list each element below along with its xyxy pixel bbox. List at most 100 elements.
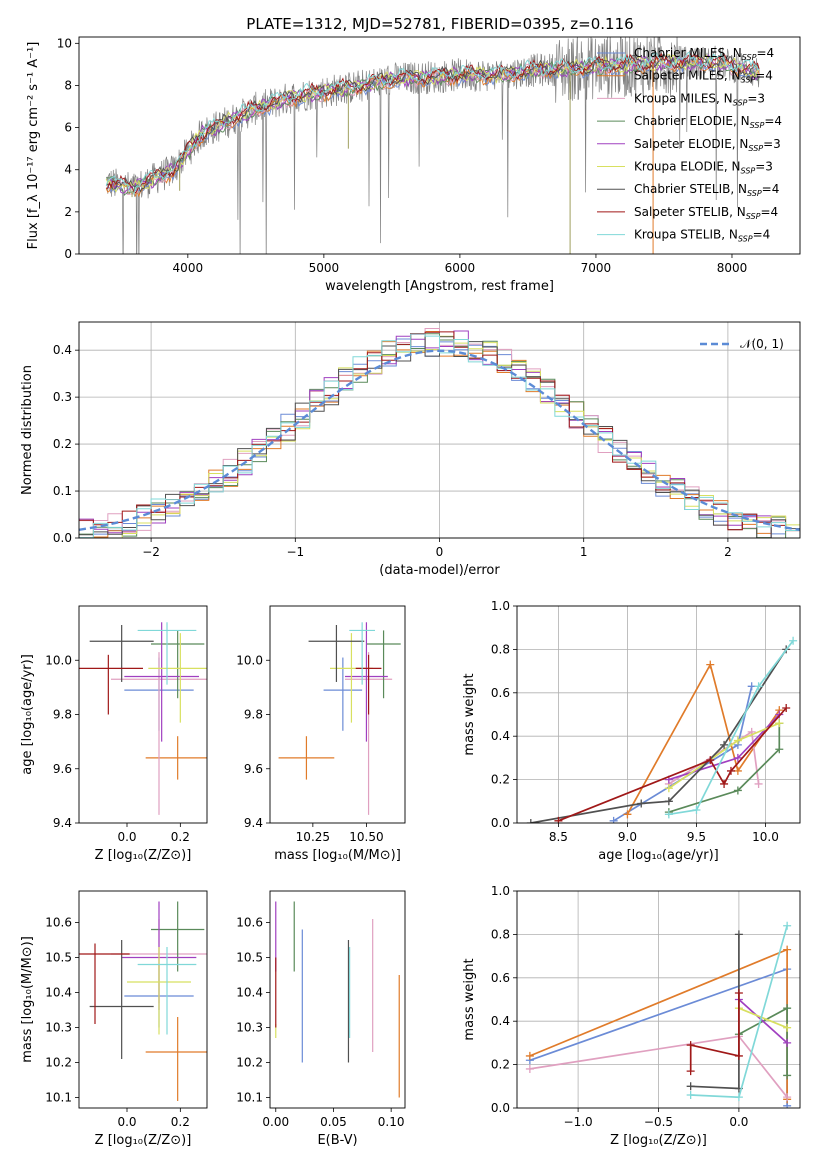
weight-marker (775, 710, 784, 719)
y-tick-label: 0.4 (491, 729, 510, 743)
legend-text: Chabrier MILES, N (634, 46, 742, 60)
weight-marker (726, 766, 735, 775)
weight-marker (686, 1067, 695, 1076)
legend-sub: SSP (747, 189, 762, 198)
legend-label: Chabrier STELIB, NSSP=4 (634, 182, 779, 198)
y-tick-label: 4 (64, 163, 72, 177)
y-tick-label: 9.8 (53, 708, 72, 722)
x-tick-label: 0.2 (171, 830, 190, 844)
plot-area (105, 37, 760, 254)
x-tick-label: 0 (436, 545, 444, 559)
legend-label: Kroupa STELIB, NSSP=4 (634, 228, 770, 244)
x-axis-label: age [log₁₀(age/yr)] (598, 848, 719, 863)
weight-marker (706, 660, 715, 669)
panel-age_vs_Z: 0.0 0.2 9.4 9.6 9.8 10.0 Z [log₁₀(Z/Z⊙)] age [l… (20, 605, 208, 863)
weight-marker (720, 740, 729, 749)
weight-marker (692, 805, 701, 814)
y-tick-label: 10.6 (45, 916, 72, 930)
y-tick-label: 8 (64, 78, 72, 92)
weight-marker (734, 988, 743, 997)
legend-n: =4 (764, 114, 782, 128)
legend-label: 𝒩(0, 1) (740, 337, 784, 351)
x-tick-label: 10.50 (349, 830, 383, 844)
panel-mass_vs_Z: 0.0 0.2 10.1 10.2 10.3 10.4 10.5 10.6 Z [log₁₀(Z… (20, 890, 208, 1148)
x-axis-label: (data-model)/error (379, 563, 500, 578)
panel-weight_vs_age: 8.5 9.0 9.5 10.0 0.0 0.2 0.4 0.6 0.8 1.0 age [log₁… (462, 599, 801, 863)
weight-marker (783, 1071, 792, 1080)
y-axis-label: mass weight (462, 673, 477, 755)
legend-text: Chabrier STELIB, N (634, 182, 747, 196)
legend-sub: SSP (738, 235, 753, 244)
y-tick-label: 10.1 (45, 1091, 72, 1105)
normal-curve (79, 349, 800, 531)
weight-marker (782, 703, 791, 712)
y-tick-label: 9.4 (244, 816, 263, 830)
legend-n: =3 (747, 91, 765, 105)
panel-weight_vs_Z: −1.0 −0.5 0.0 0.0 0.2 0.4 0.6 0.8 1.0 Z [log₁₀(Z/… (462, 884, 801, 1148)
weight-marker (734, 1051, 743, 1060)
weight-marker (754, 779, 763, 788)
x-tick-label: 4000 (173, 261, 204, 275)
y-tick-label: 0.0 (491, 816, 510, 830)
weight-marker (789, 636, 798, 645)
weight-marker (554, 816, 563, 823)
plot-area (525, 921, 792, 1108)
y-tick-label: 2 (64, 205, 72, 219)
weight-line (689, 993, 740, 1072)
legend-n: =4 (756, 46, 774, 60)
weight-line (738, 998, 788, 1044)
y-tick-label: 9.4 (53, 816, 72, 830)
histogram-step (79, 331, 800, 532)
weight-marker (783, 921, 792, 930)
x-tick-label: 10.0 (752, 830, 779, 844)
x-tick-label: 0.05 (320, 1115, 347, 1129)
axes-frame (78, 890, 208, 1109)
y-tick-label: 0.2 (53, 437, 72, 451)
y-tick-label: 9.6 (244, 762, 263, 776)
axes: 0.0 0.2 9.4 9.6 9.8 10.0 (45, 653, 190, 844)
y-axis-label: Normed distribution (20, 365, 35, 495)
axes: 0.0 0.2 10.1 10.2 10.3 10.4 10.5 10.6 (45, 916, 190, 1130)
x-tick-label: 5000 (309, 261, 340, 275)
weight-line (668, 723, 781, 813)
axes-frame (516, 605, 801, 824)
plot-area (526, 636, 798, 823)
axes-frame (78, 36, 801, 255)
weight-marker (733, 753, 742, 762)
model-line (105, 55, 760, 196)
y-axis-label: Flux [f_λ 10⁻¹⁷ erg cm⁻² s⁻¹ A⁻¹] (26, 42, 41, 250)
x-axis-label: E(B-V) (317, 1133, 357, 1148)
x-tick-label: 0.0 (117, 1115, 136, 1129)
model-line (105, 56, 760, 193)
weight-marker (637, 799, 646, 808)
y-axis-label: mass weight (462, 958, 477, 1040)
weight-marker (775, 719, 784, 728)
legend-sub: SSP (748, 144, 763, 153)
y-tick-label: 1.0 (491, 599, 510, 613)
y-tick-label: 6 (64, 121, 72, 135)
axes: 4000 5000 6000 7000 8000 0 2 4 6 8 10 (57, 36, 748, 275)
y-tick-label: 10.2 (45, 1056, 72, 1070)
panel-residuals: −2 −1 0 1 2 0.0 0.1 0.2 0.3 0.4 (data-model)/error… (20, 321, 801, 578)
legend-sub: SSP (750, 121, 765, 130)
weight-marker (525, 1051, 534, 1060)
x-tick-label: 10.25 (296, 830, 330, 844)
figure-title: PLATE=1312, MJD=52781, FIBERID=0395, z=0… (246, 15, 633, 33)
weight-marker (706, 756, 715, 765)
panel-age_vs_mass: 10.25 10.50 9.4 9.6 9.8 10.0 mass [log₁₀(M/M⊙)… (236, 605, 406, 863)
axes-frame (269, 605, 406, 824)
legend-label: Salpeter MILES, NSSP=4 (634, 69, 773, 85)
x-axis-label: wavelength [Angstrom, rest frame] (325, 279, 554, 294)
x-tick-label: 1 (580, 545, 588, 559)
legend-n: =3 (755, 160, 773, 174)
legend-text: Kroupa STELIB, N (634, 228, 738, 242)
y-tick-label: 10.3 (45, 1021, 72, 1035)
weight-marker (720, 779, 729, 788)
axes-frame (78, 605, 208, 824)
weight-marker (733, 766, 742, 775)
weight-marker (783, 945, 792, 954)
weight-marker (783, 1004, 792, 1013)
weight-marker (783, 1093, 792, 1102)
legend-label: Kroupa ELODIE, NSSP=3 (634, 160, 773, 176)
